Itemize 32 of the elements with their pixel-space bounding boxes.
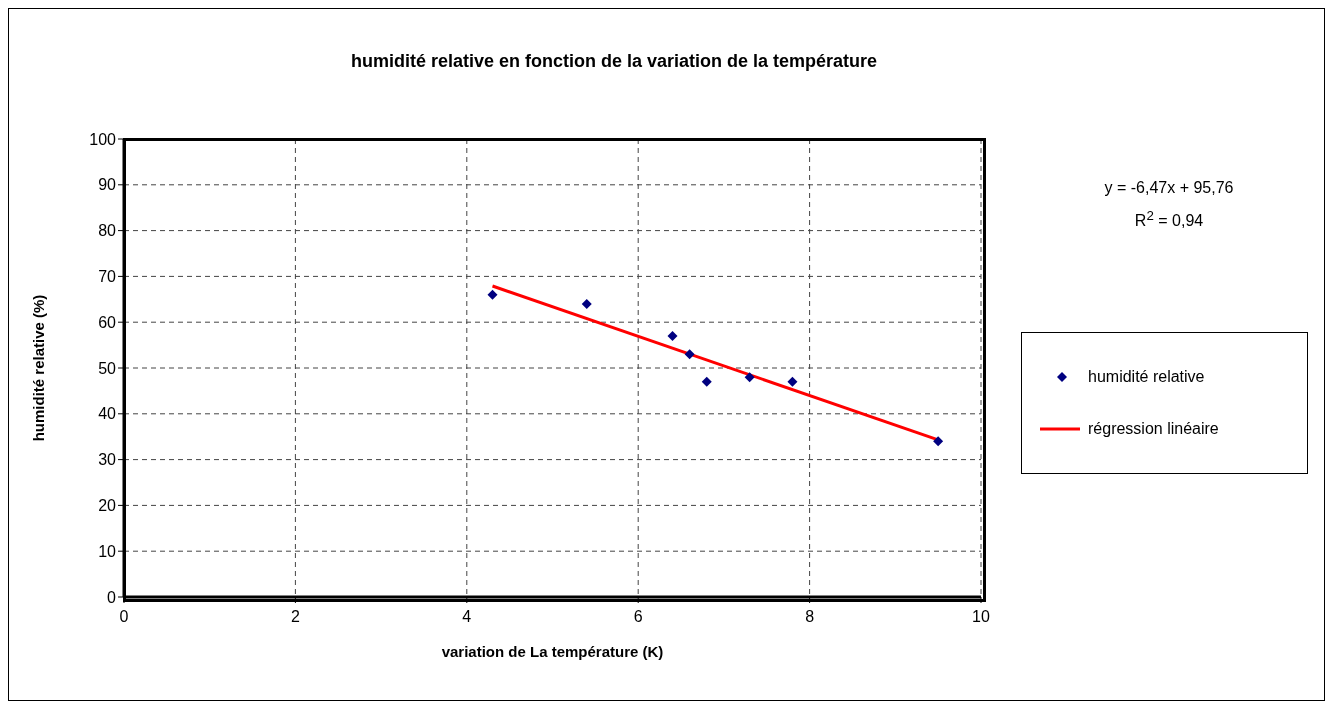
x-tick-label: 6 — [633, 608, 643, 626]
y-tick-label: 10 — [98, 542, 117, 560]
y-tick-label: 100 — [89, 130, 117, 148]
legend-label: régression linéaire — [1088, 420, 1219, 438]
y-tick-label: 40 — [98, 405, 117, 423]
text: R$^{2}$ = 0,94 — [1133, 207, 1205, 232]
point — [701, 376, 712, 387]
x-tick-label: 2 — [290, 608, 300, 626]
text: y = -6,47x + 95,76 — [1103, 178, 1235, 198]
point — [744, 372, 755, 383]
point — [787, 376, 798, 387]
x-tick-label: 10 — [972, 608, 990, 626]
y-tick-label: 20 — [98, 497, 117, 515]
point — [684, 349, 695, 360]
y-axis-title: humidité relative (%) — [30, 294, 48, 442]
y-tick-label: 60 — [98, 313, 117, 331]
x-tick-label: 8 — [805, 608, 815, 626]
x-tick-label: 0 — [119, 608, 129, 626]
point — [667, 330, 678, 341]
legend-label: humidité relative — [1088, 368, 1205, 386]
point — [933, 436, 944, 447]
point — [581, 298, 592, 309]
y-tick-label: 0 — [107, 588, 117, 606]
y-tick-label: 80 — [98, 222, 117, 240]
x-tick-label: 4 — [462, 608, 472, 626]
y-tick-label: 70 — [98, 268, 117, 286]
y-tick-label: 90 — [98, 176, 117, 194]
x-axis-title: variation de La température (K) — [441, 643, 664, 660]
y-tick-label: 30 — [98, 451, 117, 469]
point — [487, 289, 498, 300]
chart-title: humidité relative en fonction de la variation de la température — [349, 51, 879, 72]
y-tick-label: 50 — [98, 359, 117, 377]
